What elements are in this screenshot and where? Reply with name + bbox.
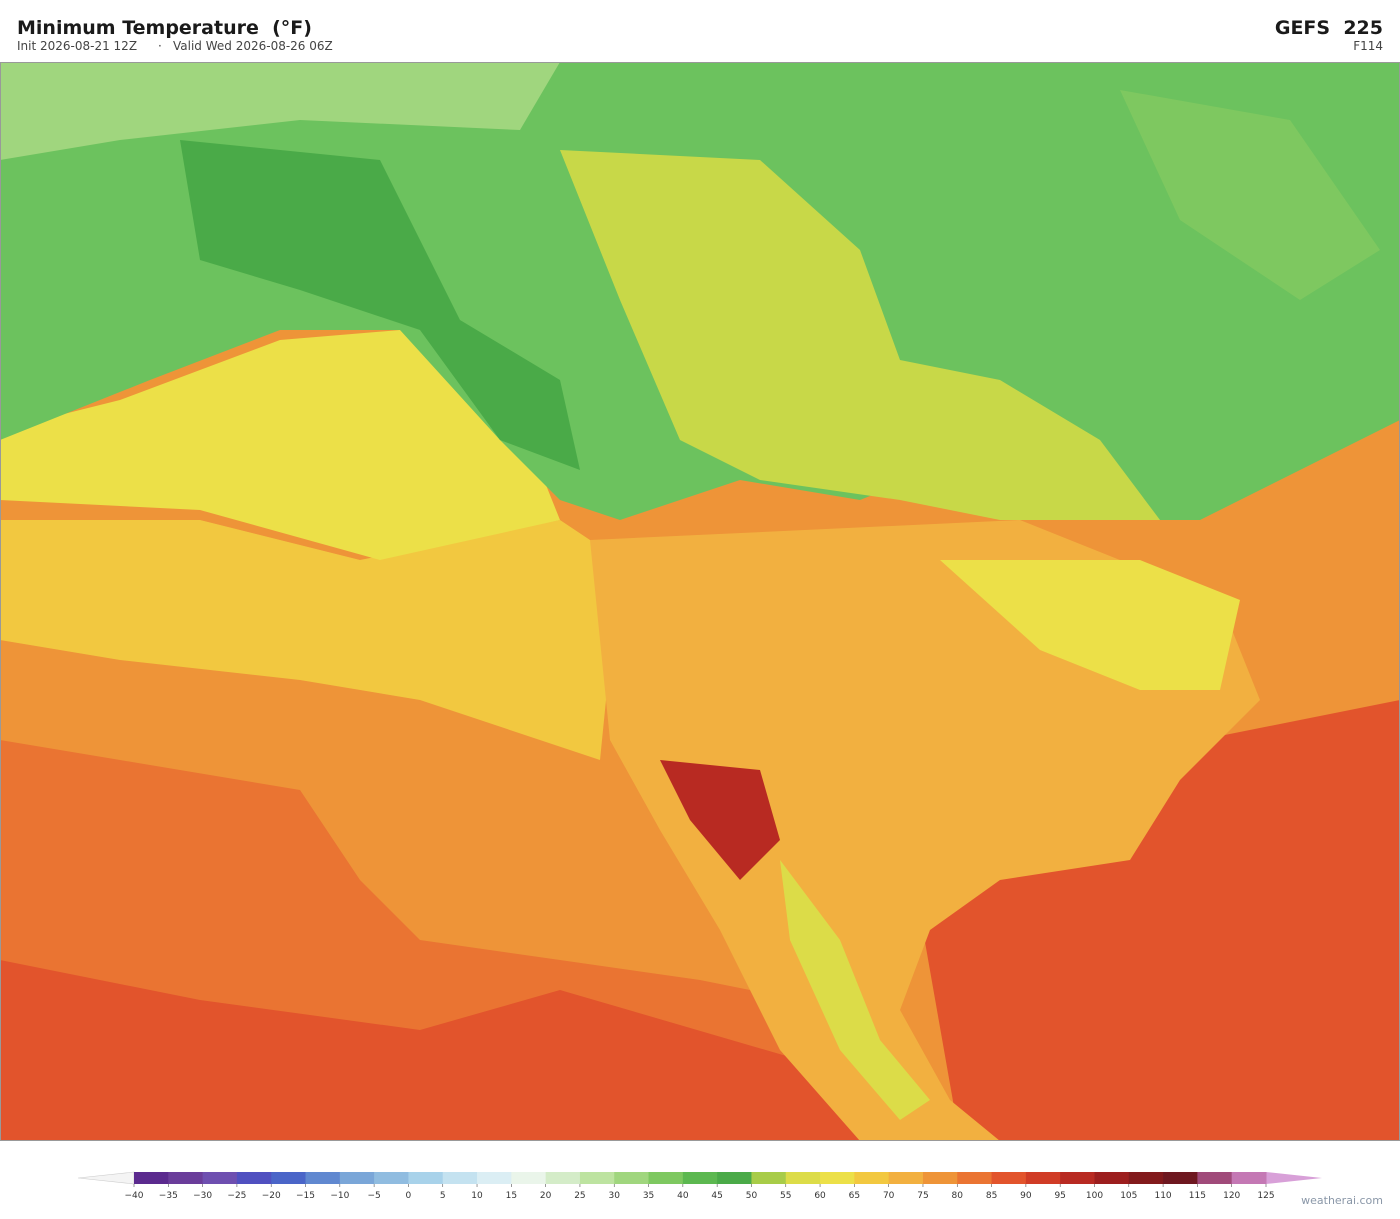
header: Minimum Temperature (°F) Init 2026-08-21… [17,17,1383,53]
title: Minimum Temperature (°F) [17,17,312,39]
colorbar-tick-label: 55 [780,1191,791,1201]
colorbar-segment [751,1172,787,1184]
watermark: weatherai.com [1301,1194,1383,1207]
colorbar-segment [202,1172,238,1184]
alaska-yukon [180,140,580,470]
colorbar-tick-label: 0 [406,1191,412,1201]
colorbar-tick-label: 35 [643,1191,654,1201]
great-lakes [940,560,1240,690]
colorbar-segment [408,1172,444,1184]
colorbar-tick-label: 45 [711,1191,722,1201]
colorbar-tick-label: 70 [883,1191,895,1201]
colorbar-tick-label: 25 [574,1191,585,1201]
colorbar-segment [1163,1172,1198,1184]
pacific-mid [0,520,620,760]
colorbar-segment [1094,1172,1130,1184]
colorbar-tick-label: 115 [1189,1191,1206,1201]
colorbar-segment [682,1172,718,1184]
colorbar-tick-label: −20 [262,1191,281,1201]
colorbar-tick-label: 120 [1223,1191,1240,1201]
colorbar-tick-label: −10 [330,1191,349,1201]
colorbar-segment [374,1172,409,1184]
colorbar-segment [957,1172,993,1184]
colorbar-segment [579,1172,615,1184]
colorbar-tick-label: 125 [1257,1191,1274,1201]
colorbar-segment [236,1172,272,1184]
map [0,62,1400,1141]
colorbar-segment [922,1172,958,1184]
colorbar-segment [168,1172,204,1184]
colorbar-over [1266,1172,1322,1184]
prairies [560,150,1160,520]
colorbar-tick-label: 20 [540,1191,552,1201]
colorbar-segment [1231,1172,1267,1184]
colorbar-segment [888,1172,924,1184]
colorbar-segment [1197,1172,1233,1184]
init-time: Init 2026-08-21 12Z [17,39,137,53]
colorbar: −40 −35 −30 −25 −20 −15 −10 −5 0 5 10 15 20 25 30 35 40 4… [77,1171,1322,1201]
colorbar-tick-label: 100 [1086,1191,1103,1201]
colorbar-segment [648,1172,684,1184]
baffin [1120,90,1380,300]
colorbar-tick-label: 90 [1020,1191,1032,1201]
forecast-hour: F114 [1353,39,1383,53]
colorbar-segment [134,1172,169,1184]
colorbar-tick-label: 30 [609,1191,621,1201]
colorbar-segment [442,1172,478,1184]
colorbar-segment [339,1172,375,1184]
colorbar-segment [1128,1172,1164,1184]
colorbar-segment [717,1172,752,1184]
colorbar-tick-label: 40 [677,1191,689,1201]
colorbar-segment [271,1172,307,1184]
colorbar-tick-label: 5 [440,1191,446,1201]
colorbar-tick-label: −25 [227,1191,246,1201]
colorbar-tick-label: 65 [849,1191,860,1201]
pacific-north [0,330,560,560]
colorbar-segment [1060,1172,1095,1184]
us-mexico [590,520,1260,1141]
colorbar-segment [477,1172,512,1184]
colorbar-tick-label: 60 [814,1191,826,1201]
colorbar-segment [991,1172,1027,1184]
colorbar-tick-label: 15 [506,1191,517,1201]
colorbar-segment [785,1172,821,1184]
model-name: GEFS 225 [1275,17,1383,39]
colorbar-segment [854,1172,890,1184]
colorbar-tick-label: 80 [952,1191,964,1201]
colorbar-tick-label: 105 [1120,1191,1137,1201]
colorbar-segment [1025,1172,1061,1184]
colorbar-tick-label: −35 [159,1191,178,1201]
colorbar-segment [820,1172,855,1184]
colorbar-segment [305,1172,341,1184]
mexico-highlands [780,860,930,1120]
colorbar-tick-label: 110 [1154,1191,1171,1201]
colorbar-segment [545,1172,581,1184]
colorbar-tick-label: −30 [193,1191,212,1201]
colorbar-tick-label: 85 [986,1191,997,1201]
colorbar-tick-label: −40 [125,1191,144,1201]
colorbar-segment [511,1172,547,1184]
colorbar-tick-label: −5 [367,1191,380,1201]
colorbar-tick-label: 75 [917,1191,928,1201]
separator: · [158,39,162,53]
hot-ocean [0,960,900,1141]
colorbar-tick-label: −15 [296,1191,315,1201]
valid-time: Valid Wed 2026-08-26 06Z [173,39,333,53]
colorbar-tick-label: 10 [471,1191,483,1201]
arctic-ocean [0,62,560,160]
colorbar-tick-label: 95 [1054,1191,1065,1201]
desert-southwest [660,760,780,880]
colorbar-tick-label: 50 [746,1191,758,1201]
colorbar-under [77,1171,135,1185]
colorbar-segment [614,1172,650,1184]
